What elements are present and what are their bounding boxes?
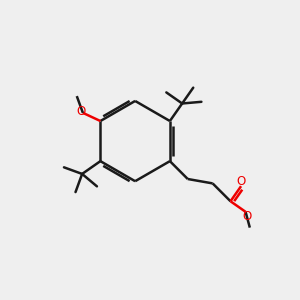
Text: O: O — [242, 210, 252, 223]
Text: O: O — [77, 105, 86, 118]
Text: O: O — [236, 175, 246, 188]
